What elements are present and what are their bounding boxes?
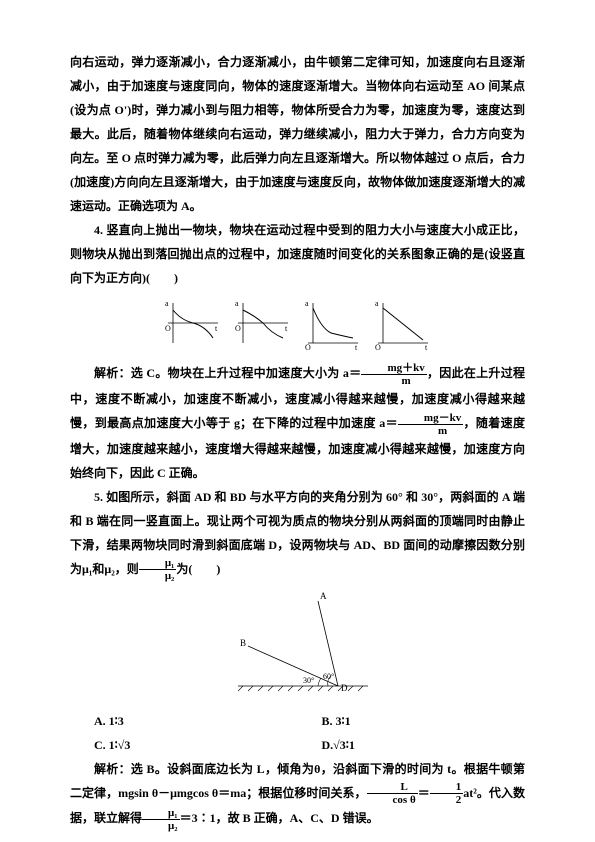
svg-text:O: O	[235, 324, 241, 333]
svg-text:O: O	[375, 343, 381, 352]
choices-q5: A. 1∶3 B. 3∶1 C. 1∶√3 D.√3∶1	[70, 709, 525, 757]
svg-text:a: a	[375, 299, 379, 308]
choice-d: D.√3∶1	[298, 733, 526, 757]
frac-mu: μ₁μ₂	[139, 557, 177, 582]
svg-text:t: t	[285, 324, 288, 333]
axis-a: a	[165, 299, 169, 308]
svg-text:t: t	[355, 343, 358, 352]
figure-q5: A B D 60° 30°	[70, 591, 525, 701]
choice-a: A. 1∶3	[70, 709, 298, 733]
label-b: B	[240, 638, 246, 648]
question-4: 4. 竖直向上抛出一物块，物块在运动过程中受到的阻力大小与速度大小成正比，则物块…	[70, 218, 525, 290]
frac-mu-2: μ₁μ₂	[142, 807, 180, 832]
analysis-5-b: ＝	[418, 786, 430, 800]
svg-text:a: a	[235, 299, 239, 308]
graphs-q4: a O t a O t a O t a O t	[70, 298, 525, 353]
analysis-5: 解析：选 B。设斜面底边长为 L，倾角为θ，沿斜面下滑的时间为 t。根据牛顿第二…	[70, 757, 525, 833]
choice-c: C. 1∶√3	[70, 733, 298, 757]
frac-2: mg－kvm	[398, 412, 463, 437]
label-d: D	[341, 683, 348, 693]
axis-t: t	[215, 324, 218, 333]
question-5: 5. 如图所示，斜面 AD 和 BD 与水平方向的夹角分别为 60° 和 30°…	[70, 485, 525, 583]
paragraph-1: 向右运动，弹力逐渐减小，合力逐渐减小，由牛顿第二定律可知，加速度向右且逐渐减小，…	[70, 50, 525, 218]
frac-l: Lcos θ	[367, 781, 418, 806]
analysis-4-a: 解析：选 C。物块在上升过程中加速度大小为 a＝	[94, 366, 361, 380]
analysis-4: 解析：选 C。物块在上升过程中加速度大小为 a＝mg＋kvm，因此在上升过程中，…	[70, 361, 525, 485]
angle-30: 30°	[303, 676, 314, 685]
label-a: A	[320, 591, 327, 601]
q5-text-b: 为( )	[176, 562, 220, 576]
choice-b: B. 3∶1	[298, 709, 526, 733]
svg-text:a: a	[305, 299, 309, 308]
svg-text:t: t	[425, 343, 428, 352]
frac-1: mg＋kvm	[361, 362, 426, 387]
axis-o: O	[165, 324, 171, 333]
analysis-5-d: ＝3∶1，故 B 正确，A、C、D 错误。	[180, 811, 379, 825]
svg-text:O: O	[305, 343, 311, 352]
frac-half: 12	[430, 781, 464, 806]
